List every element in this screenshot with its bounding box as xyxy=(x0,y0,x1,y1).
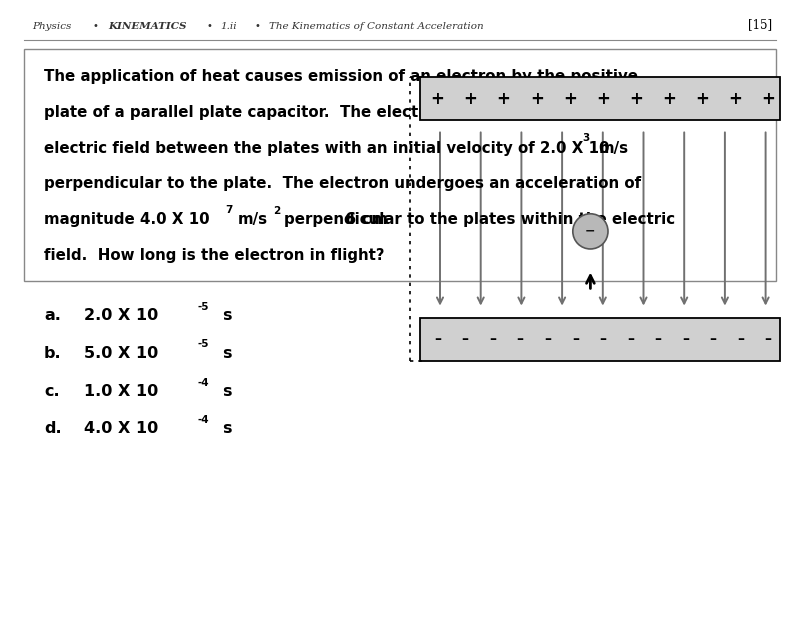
Text: +: + xyxy=(662,89,676,108)
Text: KINEMATICS: KINEMATICS xyxy=(108,22,186,31)
FancyBboxPatch shape xyxy=(8,6,792,611)
Text: 1.0 X 10: 1.0 X 10 xyxy=(84,384,158,399)
Text: 4.0 X 10: 4.0 X 10 xyxy=(84,421,158,436)
Text: +: + xyxy=(629,89,642,108)
Text: +: + xyxy=(761,89,775,108)
Text: +: + xyxy=(430,89,445,108)
Text: +: + xyxy=(530,89,544,108)
Text: 6 cm: 6 cm xyxy=(345,212,388,226)
Text: –: – xyxy=(682,333,689,346)
Text: -5: -5 xyxy=(198,339,209,349)
Text: plate of a parallel plate capacitor.  The electron moves into the uniform: plate of a parallel plate capacitor. The… xyxy=(44,105,650,120)
Text: s: s xyxy=(222,421,232,436)
Text: +: + xyxy=(728,89,742,108)
Text: –: – xyxy=(627,333,634,346)
Text: b.: b. xyxy=(44,346,62,360)
Text: a.: a. xyxy=(44,308,61,323)
Text: –: – xyxy=(462,333,469,346)
Text: –: – xyxy=(710,333,717,346)
Text: –: – xyxy=(737,333,744,346)
Text: •: • xyxy=(206,21,212,31)
Text: s: s xyxy=(222,384,232,399)
Text: perpendicular to the plate.  The electron undergoes an acceleration of: perpendicular to the plate. The electron… xyxy=(44,176,641,191)
Text: +: + xyxy=(497,89,510,108)
Ellipse shape xyxy=(573,213,608,249)
Text: -4: -4 xyxy=(198,415,210,424)
Text: –: – xyxy=(599,333,606,346)
Text: magnitude 4.0 X 10: magnitude 4.0 X 10 xyxy=(44,212,210,227)
Text: -5: -5 xyxy=(198,302,209,312)
Text: d.: d. xyxy=(44,421,62,436)
Text: –: – xyxy=(572,333,578,346)
FancyBboxPatch shape xyxy=(24,49,776,281)
Text: –: – xyxy=(489,333,496,346)
Text: m/s: m/s xyxy=(598,141,629,155)
Text: [15]: [15] xyxy=(748,18,772,31)
Text: s: s xyxy=(222,346,232,360)
Text: +: + xyxy=(563,89,577,108)
Text: 7: 7 xyxy=(225,205,232,215)
Text: s: s xyxy=(222,308,232,323)
Text: c.: c. xyxy=(44,384,60,399)
Text: 1.ii: 1.ii xyxy=(220,22,237,31)
Text: 5.0 X 10: 5.0 X 10 xyxy=(84,346,158,360)
Text: –: – xyxy=(765,333,771,346)
Text: field.  How long is the electron in flight?: field. How long is the electron in fligh… xyxy=(44,248,385,263)
Text: Physics: Physics xyxy=(32,22,71,31)
Text: electric field between the plates with an initial velocity of 2.0 X 10: electric field between the plates with a… xyxy=(44,141,610,155)
Text: m/s: m/s xyxy=(238,212,268,227)
Text: +: + xyxy=(695,89,709,108)
Text: 2.0 X 10: 2.0 X 10 xyxy=(84,308,158,323)
Text: The Kinematics of Constant Acceleration: The Kinematics of Constant Acceleration xyxy=(269,22,483,31)
FancyBboxPatch shape xyxy=(420,318,780,361)
Text: –: – xyxy=(544,333,551,346)
Text: perpendicular to the plates within the electric: perpendicular to the plates within the e… xyxy=(284,212,675,227)
Text: •: • xyxy=(92,21,98,31)
Text: –: – xyxy=(434,333,441,346)
Text: −: − xyxy=(585,225,596,238)
Text: •: • xyxy=(254,21,260,31)
Text: +: + xyxy=(464,89,478,108)
Text: +: + xyxy=(596,89,610,108)
FancyBboxPatch shape xyxy=(420,77,780,120)
Text: The application of heat causes emission of an electron by the positive: The application of heat causes emission … xyxy=(44,69,638,84)
Text: -4: -4 xyxy=(198,378,210,387)
Text: –: – xyxy=(654,333,662,346)
Text: 2: 2 xyxy=(274,206,281,216)
Text: –: – xyxy=(517,333,524,346)
Text: 3: 3 xyxy=(582,133,590,143)
